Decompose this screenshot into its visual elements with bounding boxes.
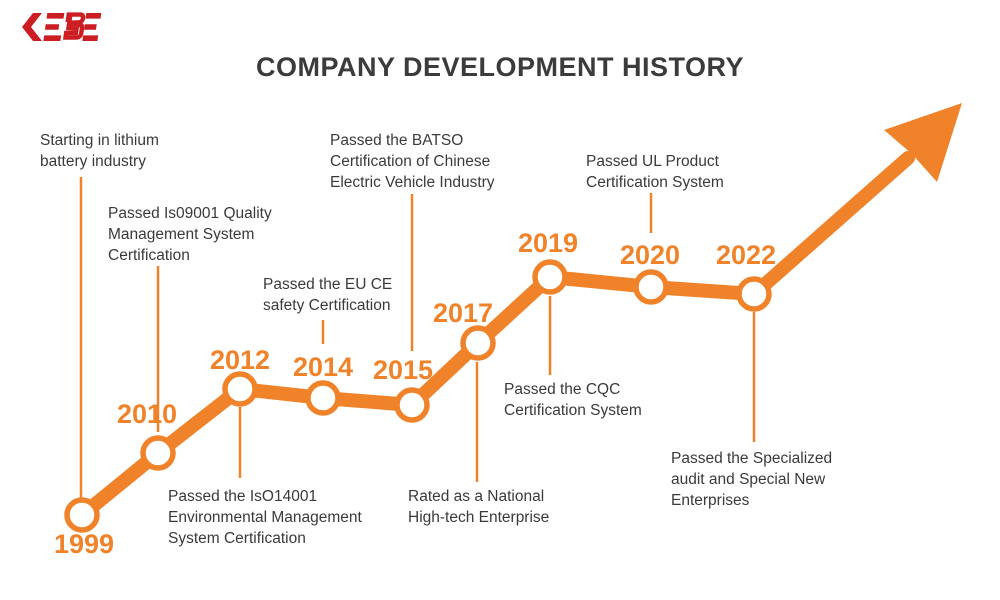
note-2022: Passed the Specialized audit and Special… — [671, 450, 833, 509]
connector-lines — [79, 177, 756, 498]
year-label-2022: 2022 — [715, 240, 777, 270]
note-2020: Passed UL Product Certification System — [586, 153, 724, 191]
note-2012: Passed the IsO14001 Environmental Manage… — [168, 488, 362, 547]
note-2019: Passed the CQC Certification System — [504, 381, 642, 419]
note-2017: Rated as a National High-tech Enterprise — [408, 488, 550, 526]
year-label-2019: 2019 — [517, 228, 579, 258]
year-label-2017: 2017 — [432, 298, 494, 328]
logo: KEBE — [18, 8, 102, 46]
page-title: COMPANY DEVELOPMENT HISTORY — [255, 52, 745, 82]
year-label-2015: 2015 — [372, 355, 434, 385]
timeline-line — [75, 151, 915, 522]
node-2010 — [140, 435, 176, 471]
milestone-nodes — [64, 259, 772, 533]
node-2015 — [394, 387, 430, 423]
node-2012 — [222, 371, 258, 407]
note-1999: Starting in lithium battery industry — [40, 132, 159, 170]
kebe-logo-icon — [22, 12, 102, 41]
year-label-2020: 2020 — [619, 240, 681, 270]
node-2019 — [532, 259, 568, 295]
node-2020 — [633, 269, 669, 305]
node-2022 — [736, 276, 772, 312]
arrow-head-icon — [884, 103, 962, 182]
node-1999 — [64, 497, 100, 533]
year-label-2012: 2012 — [209, 345, 271, 375]
year-label-1999: 1999 — [53, 529, 115, 559]
note-2015: Passed the BATSO Certification of Chines… — [330, 132, 495, 191]
note-2014: Passed the EU CE safety Certification — [263, 276, 393, 314]
node-2014 — [305, 380, 341, 416]
node-2017 — [460, 325, 496, 361]
year-label-2014: 2014 — [292, 352, 354, 382]
year-label-2010: 2010 — [116, 399, 178, 429]
note-2010: Passed Is09001 Quality Management System… — [108, 205, 272, 264]
